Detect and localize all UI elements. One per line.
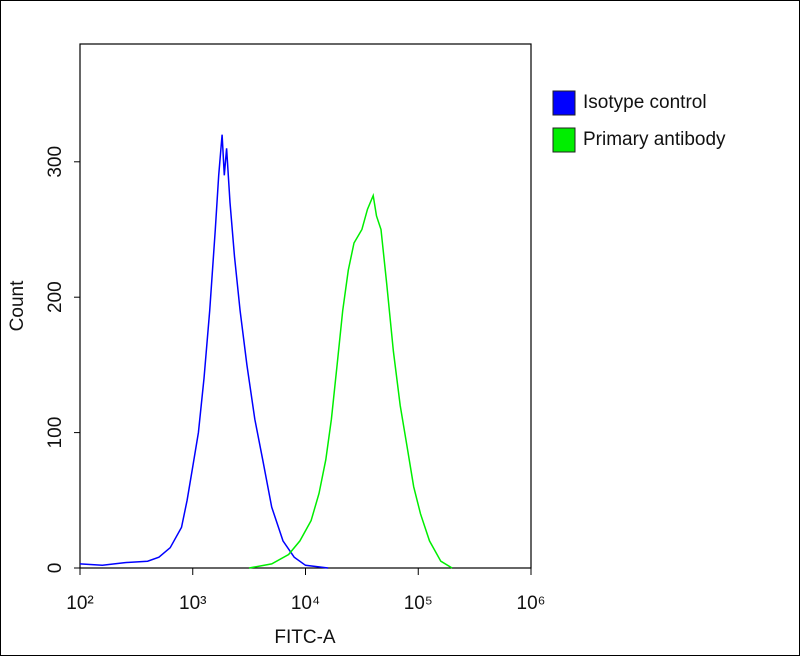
y-tick-label: 0 xyxy=(45,563,66,574)
x-tick-label: 10² xyxy=(66,593,93,614)
y-tick-label: 100 xyxy=(45,417,66,449)
series-line xyxy=(248,192,453,569)
x-tick-label: 10³ xyxy=(179,593,206,614)
x-axis-label: FITC-A xyxy=(274,627,336,648)
legend-label: Isotype control xyxy=(583,92,707,113)
legend-swatch xyxy=(552,127,576,153)
y-tick-label: 200 xyxy=(45,281,66,313)
legend-swatch xyxy=(552,90,576,116)
x-tick-label: 10⁶ xyxy=(517,593,546,614)
series-line xyxy=(79,134,329,569)
x-tick-label: 10⁵ xyxy=(404,593,433,614)
y-tick-label: 300 xyxy=(45,146,66,178)
y-axis-label: Count xyxy=(7,280,28,331)
legend-label: Primary antibody xyxy=(583,129,726,150)
x-tick-label: 10⁴ xyxy=(291,593,320,614)
